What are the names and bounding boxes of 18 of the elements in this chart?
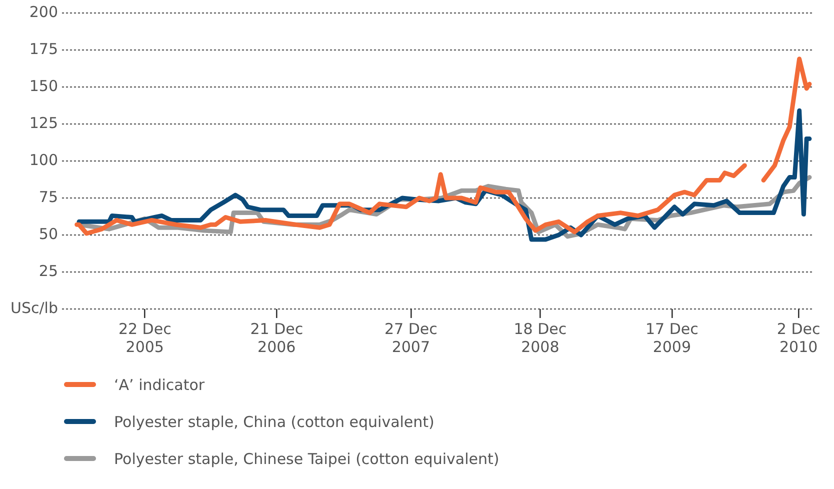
x-tick-label: 22 Dec 2005 — [118, 320, 172, 356]
y-tick-label: 100 — [29, 150, 58, 169]
legend-label: Polyester staple, China (cotton equivalent) — [114, 412, 434, 430]
legend-label: ‘A’ indicator — [114, 376, 205, 394]
x-tick-label: 17 Dec 2009 — [645, 320, 698, 356]
x-tick-label: 2 Dec 2010 — [776, 320, 820, 356]
y-tick-label: 150 — [29, 76, 58, 95]
x-tick-label: 27 Dec 2007 — [384, 320, 438, 356]
x-tick-label: 21 Dec 2006 — [250, 320, 304, 356]
x-tick-label: 18 Dec 2008 — [514, 320, 567, 356]
y-tick-label: 75 — [38, 188, 58, 206]
y-tick-label: 50 — [38, 224, 58, 243]
y-tick-label: 25 — [38, 262, 58, 280]
legend-label: Polyester staple, Chinese Taipei (cotton equivalent) — [114, 450, 500, 468]
y-tick-label: 200 — [29, 2, 58, 21]
y-tick-label: 175 — [29, 40, 58, 58]
y-tick-label: USc/lb — [10, 298, 58, 317]
y-tick-label: 125 — [29, 114, 58, 132]
